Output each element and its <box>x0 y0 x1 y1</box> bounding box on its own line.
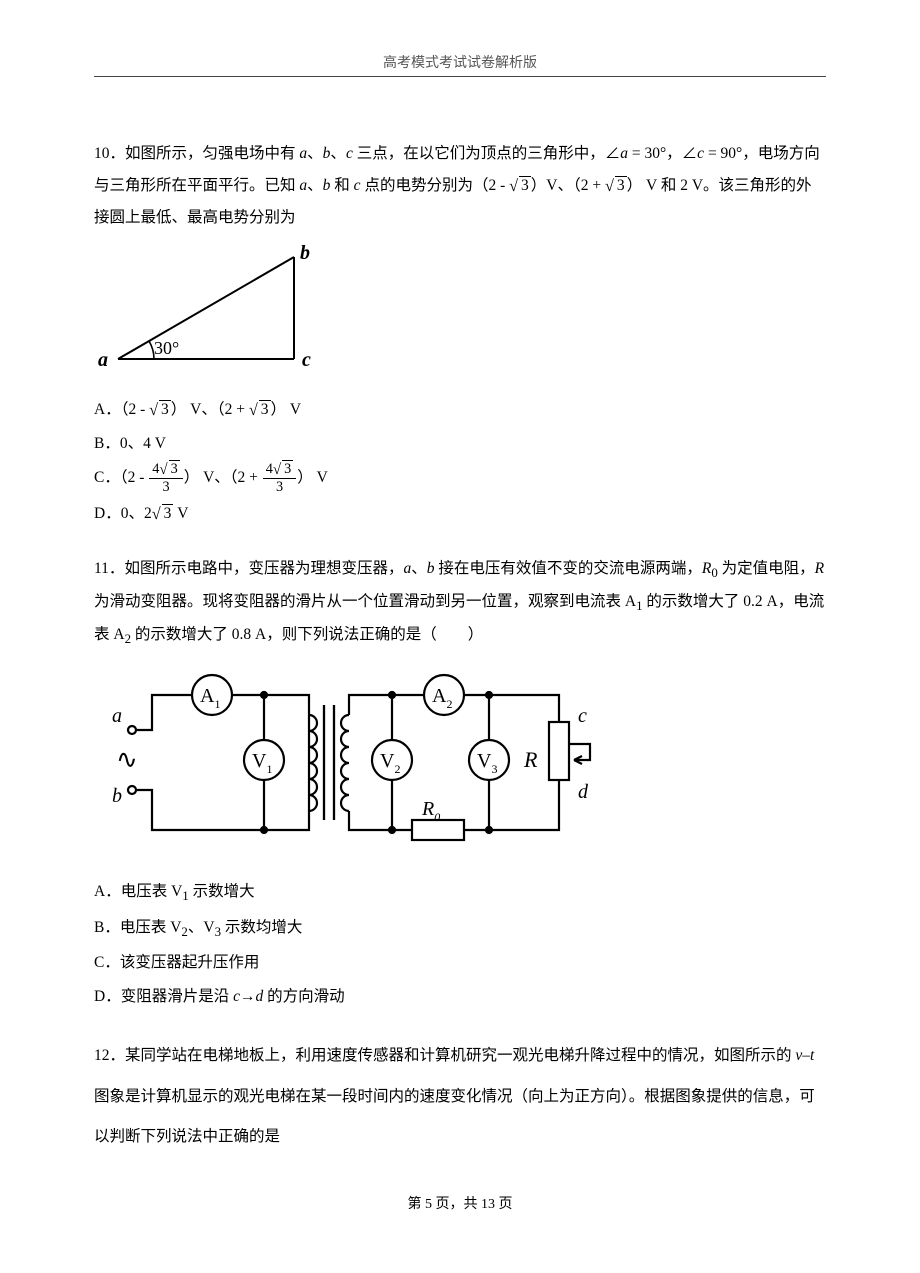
footer-text: 第 <box>408 1197 426 1212</box>
text: 示数增大 <box>189 883 255 900</box>
q10-s3: 、 <box>307 177 323 194</box>
ac-source-icon: ∿ <box>116 745 138 774</box>
q10-stem: 10．如图所示，匀强电场中有 a、b、c 三点，在以它们为顶点的三角形中，∠a … <box>94 138 826 233</box>
page-footer: 第 5 页，共 13 页 <box>0 1193 920 1213</box>
q10-a: a <box>299 145 307 162</box>
text: 为定值电阻， <box>718 560 815 577</box>
text: ） V、（2 + <box>171 401 249 418</box>
text: ） V、（2 + <box>184 469 262 486</box>
sqrt-icon: √3 <box>152 496 174 532</box>
q10-figure: a b c 30° <box>94 239 826 390</box>
text: 为滑动变阻器。现将变阻器的滑片从一个位置滑动到另一位置，观察到电流表 A <box>94 593 636 610</box>
text: D．变阻器滑片是沿 <box>94 988 233 1005</box>
q10-eq30: = 30°，∠ <box>628 145 697 162</box>
text: 的示数增大了 0.8 A，则下列说法正确的是（ ） <box>131 626 483 643</box>
fraction: 4√33 <box>149 462 182 494</box>
ckt-d: d <box>578 781 589 803</box>
q10-s2: 、 <box>330 145 346 162</box>
q12-number: 12． <box>94 1047 125 1064</box>
text: A．电压表 V <box>94 883 182 900</box>
q10-c3: c <box>354 177 361 194</box>
q10-t1: 如图所示，匀强电场中有 <box>125 145 299 162</box>
var: R <box>702 560 711 577</box>
q11-optD: D．变阻器滑片是沿 c→d 的方向滑动 <box>94 980 826 1014</box>
ckt-a: a <box>112 705 122 727</box>
text: B．电压表 V <box>94 919 181 936</box>
text: 某同学站在电梯地板上，利用速度传感器和计算机研究一观光电梯升降过程中的情况，如图… <box>125 1047 795 1064</box>
q10-number: 10． <box>94 145 125 162</box>
var: c <box>233 988 240 1005</box>
text: ） V <box>271 401 302 418</box>
text: 、V <box>188 919 215 936</box>
fraction: 4√33 <box>263 462 296 494</box>
q10-t4: 点的电势分别为（2 - <box>361 177 510 194</box>
question-11: 11．如图所示电路中，变压器为理想变压器， a 、 b 接在电压有效值不变的交流电源两… <box>94 553 826 1014</box>
content-area: 10．如图所示，匀强电场中有 a、b、c 三点，在以它们为顶点的三角形中，∠a … <box>94 138 826 1179</box>
text: D．0、2 <box>94 505 152 522</box>
text: A．（2 - <box>94 401 149 418</box>
footer-text: 页，共 <box>432 1197 481 1212</box>
footer-page: 5 <box>425 1197 432 1212</box>
q11-figure: a b ∿ A1 V1 <box>94 660 826 871</box>
fig-angle-label: 30° <box>154 338 179 358</box>
var: t <box>810 1047 814 1064</box>
text: 如图所示电路中，变压器为理想变压器， <box>124 560 403 577</box>
text: 图象是计算机显示的观光电梯在某一段时间内的速度变化情况（向上为正方向）。根据图象… <box>94 1088 815 1145</box>
sqrt-icon: √3 <box>509 169 531 202</box>
fig-c-label: c <box>302 349 311 371</box>
text: V <box>173 505 188 522</box>
sqrt-icon: √3 <box>149 392 171 428</box>
header-rule <box>94 76 826 77</box>
r-label: R <box>523 747 538 772</box>
text: 接在电压有效值不变的交流电源两端， <box>434 560 701 577</box>
q11-optC: C．该变压器起升压作用 <box>94 946 826 980</box>
q10-optD: D．0、2√3 V <box>94 496 826 532</box>
q10-t2: 三点，在以它们为顶点的三角形中，∠ <box>353 145 620 162</box>
q11-stem: 11．如图所示电路中，变压器为理想变压器，a、b 接在电压有效值不变的交流电源两… <box>94 553 826 652</box>
q10-a3: a <box>299 177 307 194</box>
question-12: 12．某同学站在电梯地板上，利用速度传感器和计算机研究一观光电梯升降过程中的情况… <box>94 1036 826 1157</box>
text: C．（2 - <box>94 469 148 486</box>
ckt-c: c <box>578 705 587 727</box>
arrow-icon: → <box>240 988 256 1005</box>
dash: – <box>802 1047 810 1064</box>
q10-optA: A．（2 - √3） V、（2 + √3） V <box>94 392 826 428</box>
text: 的方向滑动 <box>263 988 344 1005</box>
q10-t3: 和 <box>330 177 353 194</box>
text: 示数均增大 <box>221 919 302 936</box>
fig-a-label: a <box>98 349 108 371</box>
var: R <box>815 560 824 577</box>
sqrt-icon: √3 <box>249 392 271 428</box>
q10-optB: B．0、4 V <box>94 427 826 461</box>
page-header: 高考模式考试试卷解析版 <box>0 52 920 72</box>
q11-optB: B．电压表 V2、V3 示数均增大 <box>94 911 826 947</box>
q10-options: A．（2 - √3） V、（2 + √3） V B．0、4 V C．（2 - 4… <box>94 392 826 532</box>
q10-c: c <box>346 145 353 162</box>
q10-s1: 、 <box>307 145 323 162</box>
q11-options: A．电压表 V1 示数增大 B．电压表 V2、V3 示数均增大 C．该变压器起升… <box>94 875 826 1014</box>
text: ） V <box>297 469 328 486</box>
ckt-b: b <box>112 785 122 807</box>
fig-b-label: b <box>300 242 310 264</box>
q10-t5: ）V、（2 + <box>531 177 605 194</box>
text: 、 <box>411 560 427 577</box>
footer-text: 页 <box>495 1197 513 1212</box>
question-10: 10．如图所示，匀强电场中有 a、b、c 三点，在以它们为顶点的三角形中，∠a … <box>94 138 826 531</box>
q10-optC: C．（2 - 4√33） V、（2 + 4√33） V <box>94 461 826 495</box>
sqrt-icon: √3 <box>605 169 627 202</box>
q11-number: 11． <box>94 560 124 577</box>
q10-a2: a <box>620 145 628 162</box>
footer-total: 13 <box>481 1197 495 1212</box>
q11-optA: A．电压表 V1 示数增大 <box>94 875 826 911</box>
